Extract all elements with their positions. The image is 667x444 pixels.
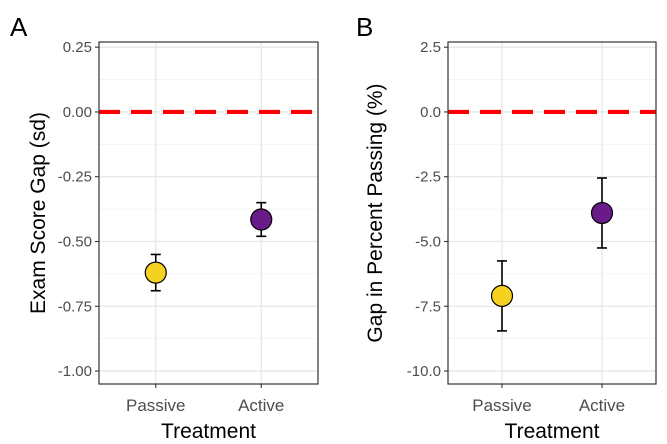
y-axis-title: Gap in Percent Passing (%) xyxy=(364,83,387,342)
y-tick-label: -7.5 xyxy=(415,298,441,315)
y-tick-label: -10.0 xyxy=(407,363,441,380)
y-tick-label: -1.00 xyxy=(58,363,92,380)
x-tick-label: Active xyxy=(579,396,625,415)
y-tick-label: 2.5 xyxy=(420,39,441,56)
data-point-passive xyxy=(490,284,514,308)
panel-border xyxy=(98,41,319,385)
panel-b: 2.5 0.0 -2.5 -5.0 -7.5 -10.0 Passive Active Trea… xyxy=(356,12,657,443)
y-tick-label: -2.5 xyxy=(415,169,441,186)
y-tick-label: -5.0 xyxy=(415,234,441,251)
y-tick-label: -0.25 xyxy=(58,169,92,186)
x-tick-label: Active xyxy=(238,396,284,415)
x-axis-title: Treatment xyxy=(161,420,256,443)
y-axis-title: Exam Score Gap (sd) xyxy=(27,112,50,314)
data-point-passive xyxy=(144,261,167,284)
x-tick-label: Passive xyxy=(126,396,186,415)
y-tick-label: 0.25 xyxy=(63,39,92,56)
data-point-active xyxy=(250,208,273,231)
panel-a: 0.25 0.00 -0.25 -0.50 -0.75 -1.00 Passive Activ… xyxy=(10,12,319,443)
y-tick-label: 0.00 xyxy=(63,104,92,121)
panel-border xyxy=(447,41,657,385)
x-tick-label: Passive xyxy=(472,396,532,415)
y-tick-label: -0.50 xyxy=(58,234,92,251)
y-tick-label: -0.75 xyxy=(58,298,92,315)
x-axis-title: Treatment xyxy=(505,420,600,443)
data-point-active xyxy=(590,201,614,225)
y-tick-label: 0.0 xyxy=(420,104,441,121)
panel-letter: B xyxy=(356,12,373,42)
panel-letter: A xyxy=(10,12,28,42)
